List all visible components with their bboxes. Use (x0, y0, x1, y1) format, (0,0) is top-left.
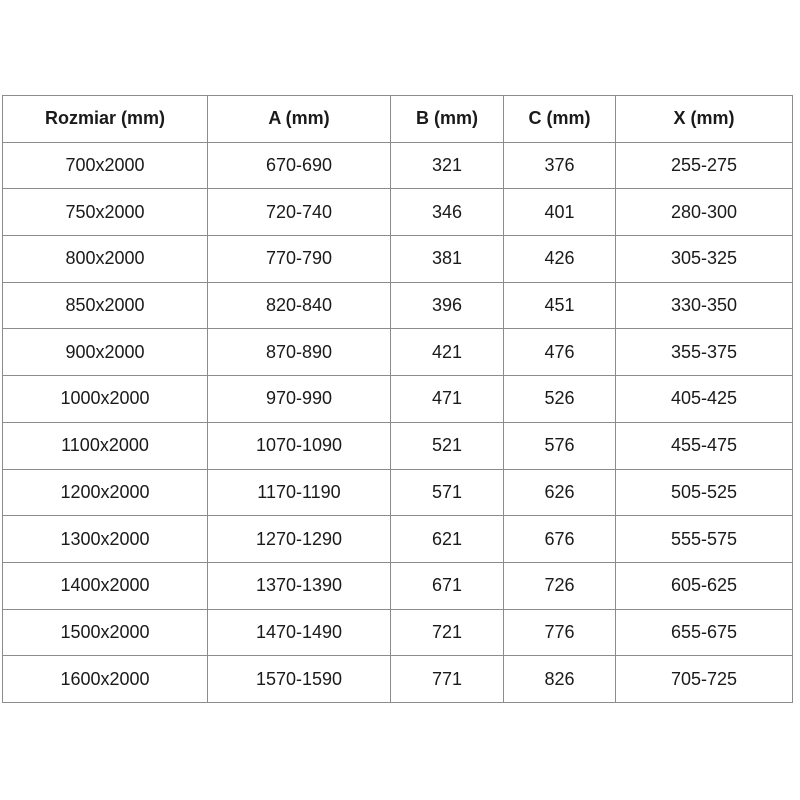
table-cell: 626 (503, 468, 616, 517)
table-cell: 671 (390, 561, 504, 610)
table-cell: 621 (390, 515, 504, 563)
table-cell: 405-425 (615, 375, 793, 423)
table-row: 1000x2000 970-990 471 526 405-425 (2, 375, 793, 423)
table-cell: 1600x2000 (2, 655, 208, 703)
table-cell: 1500x2000 (2, 608, 208, 657)
column-header: Rozmiar (mm) (2, 95, 208, 143)
table-cell: 1170-1190 (207, 468, 391, 517)
table-cell: 770-790 (207, 235, 391, 283)
table-row: 1200x2000 1170-1190 571 626 505-525 (2, 468, 793, 517)
table-cell: 355-375 (615, 328, 793, 377)
table-row: 700x2000 670-690 321 376 255-275 (2, 141, 793, 190)
table-cell: 1300x2000 (2, 515, 208, 563)
table-row: 750x2000 720-740 346 401 280-300 (2, 188, 793, 237)
table-cell: 381 (390, 235, 504, 283)
table-cell: 330-350 (615, 281, 793, 330)
table-row: 1300x2000 1270-1290 621 676 555-575 (2, 515, 793, 563)
table-cell: 1370-1390 (207, 561, 391, 610)
table-row: 1400x2000 1370-1390 671 726 605-625 (2, 561, 793, 610)
table-cell: 700x2000 (2, 141, 208, 190)
table-cell: 870-890 (207, 328, 391, 377)
table-cell: 1000x2000 (2, 375, 208, 423)
table-cell: 555-575 (615, 515, 793, 563)
table-cell: 455-475 (615, 421, 793, 470)
table-cell: 605-625 (615, 561, 793, 610)
table-cell: 401 (503, 188, 616, 237)
column-header: A (mm) (207, 95, 391, 143)
column-header: X (mm) (615, 95, 793, 143)
table-cell: 521 (390, 421, 504, 470)
table-cell: 426 (503, 235, 616, 283)
table-row: 850x2000 820-840 396 451 330-350 (2, 281, 793, 330)
table-cell: 900x2000 (2, 328, 208, 377)
table-cell: 471 (390, 375, 504, 423)
table-cell: 1270-1290 (207, 515, 391, 563)
table-cell: 1100x2000 (2, 421, 208, 470)
table-cell: 721 (390, 608, 504, 657)
table-cell: 720-740 (207, 188, 391, 237)
dimensions-table: Rozmiar (mm) A (mm) B (mm) C (mm) X (mm) 700… (2, 95, 793, 703)
table-cell: 676 (503, 515, 616, 563)
table-cell: 670-690 (207, 141, 391, 190)
table-cell: 800x2000 (2, 235, 208, 283)
table-cell: 771 (390, 655, 504, 703)
table-row: 800x2000 770-790 381 426 305-325 (2, 235, 793, 283)
table-cell: 571 (390, 468, 504, 517)
table-cell: 376 (503, 141, 616, 190)
table-row: 1500x2000 1470-1490 721 776 655-675 (2, 608, 793, 657)
table-cell: 476 (503, 328, 616, 377)
table-cell: 1400x2000 (2, 561, 208, 610)
table-cell: 705-725 (615, 655, 793, 703)
table-cell: 776 (503, 608, 616, 657)
table-cell: 750x2000 (2, 188, 208, 237)
table-cell: 280-300 (615, 188, 793, 237)
table-cell: 826 (503, 655, 616, 703)
table-cell: 1470-1490 (207, 608, 391, 657)
table-row: 1100x2000 1070-1090 521 576 455-475 (2, 421, 793, 470)
header-row: Rozmiar (mm) A (mm) B (mm) C (mm) X (mm) (2, 95, 793, 143)
table-cell: 255-275 (615, 141, 793, 190)
table-cell: 396 (390, 281, 504, 330)
table-cell: 726 (503, 561, 616, 610)
table-cell: 576 (503, 421, 616, 470)
column-header: B (mm) (390, 95, 504, 143)
table-row: 900x2000 870-890 421 476 355-375 (2, 328, 793, 377)
table-cell: 421 (390, 328, 504, 377)
table-header: Rozmiar (mm) A (mm) B (mm) C (mm) X (mm) (2, 95, 793, 143)
table-cell: 526 (503, 375, 616, 423)
table-cell: 655-675 (615, 608, 793, 657)
table-cell: 346 (390, 188, 504, 237)
table-cell: 505-525 (615, 468, 793, 517)
table-row: 1600x2000 1570-1590 771 826 705-725 (2, 655, 793, 703)
table-cell: 305-325 (615, 235, 793, 283)
table-cell: 820-840 (207, 281, 391, 330)
table-cell: 1070-1090 (207, 421, 391, 470)
table-cell: 451 (503, 281, 616, 330)
table-cell: 1200x2000 (2, 468, 208, 517)
table-cell: 321 (390, 141, 504, 190)
table-cell: 1570-1590 (207, 655, 391, 703)
table-cell: 970-990 (207, 375, 391, 423)
column-header: C (mm) (503, 95, 616, 143)
table-cell: 850x2000 (2, 281, 208, 330)
table-body: 700x2000 670-690 321 376 255-275 750x2000 720-… (2, 141, 793, 703)
